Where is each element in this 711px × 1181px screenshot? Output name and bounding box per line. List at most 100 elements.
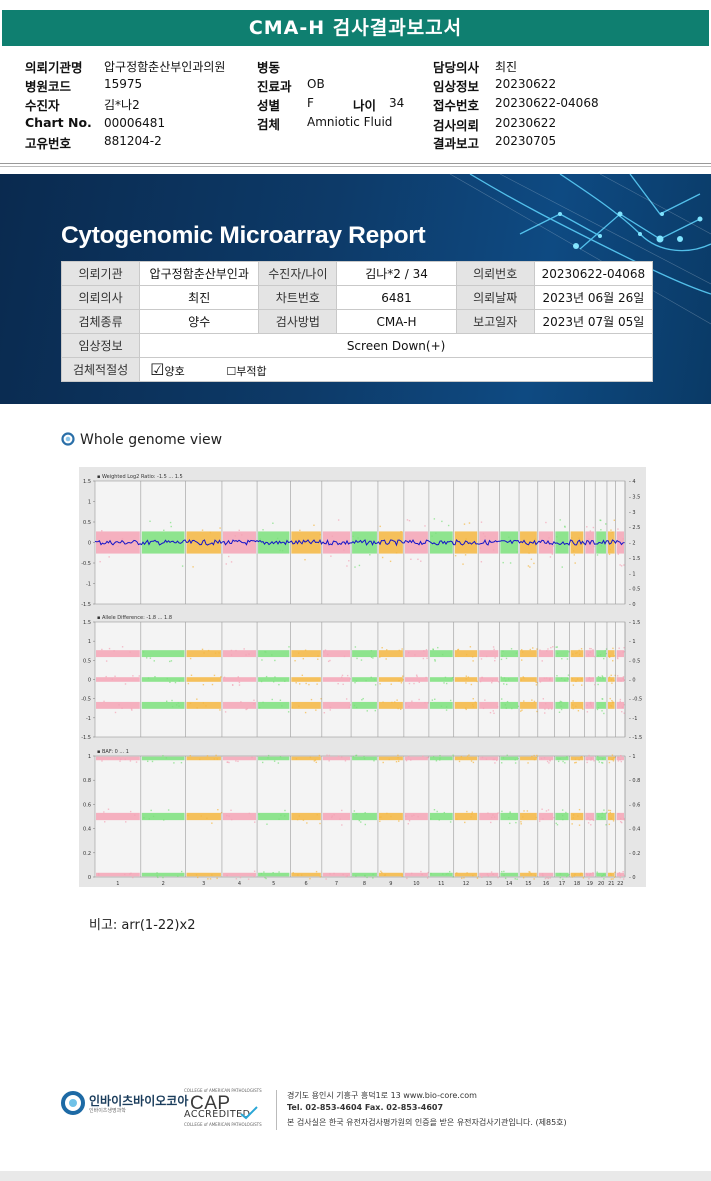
allele-diff-panel-left-tick: 0 [88,678,91,684]
meta-key: 검사방법 [258,309,338,334]
data-point [604,523,607,525]
data-point [272,681,275,683]
data-point [134,814,136,816]
data-point [510,648,513,650]
data-band [352,872,377,877]
data-point [580,678,583,680]
data-point [379,820,381,823]
data-point [308,683,310,686]
data-point [472,660,474,662]
data-point [263,871,265,873]
data-point [201,529,204,531]
data-band [454,650,478,658]
data-point [600,519,602,522]
data-band [352,650,377,658]
data-point [528,552,530,554]
data-point [211,683,214,686]
data-point [190,674,193,676]
data-band [404,812,428,821]
data-point [536,681,538,684]
allele-diff-panel-left-tick: -1.5 [81,735,91,741]
data-point [603,657,605,660]
data-point [509,822,511,825]
data-point [622,538,624,540]
data-point [279,549,281,552]
data-point [180,870,183,873]
data-point [605,648,608,650]
data-point [597,654,599,657]
data-point [458,760,461,763]
data-point [574,758,577,760]
chromosome-label: 17 [559,881,565,887]
data-point [602,677,604,680]
data-point [623,564,625,566]
data-point [468,522,471,524]
meta-row: 검체적절성 ☑양호 ☐부적합 [60,357,653,382]
data-point [339,818,341,820]
genome-plot: ▪ Weighted Log2 Ratio: -1.5 ... 1.5 1.5 1 0… [79,467,646,887]
baf-panel-right-tick: - 0.6 [629,802,640,808]
data-band [538,650,554,658]
data-point [295,758,298,760]
data-point [565,876,568,878]
chromosome-label: 19 [587,881,593,887]
data-point [622,878,625,880]
data-point [169,660,171,663]
data-point [617,756,619,759]
data-band [570,701,584,709]
data-point [370,649,373,652]
data-point [433,518,436,520]
data-band [570,650,584,658]
data-point [385,658,387,660]
data-point [360,821,362,823]
data-point [612,542,615,544]
data-band [222,531,257,554]
data-point [610,529,612,531]
microarray-report-title: Cytogenomic Microarray Report [61,222,426,249]
data-point [509,538,512,541]
data-point [298,815,301,817]
data-point [548,537,550,539]
data-point [165,757,168,759]
data-point [509,562,512,564]
baf-panel-right-tick: - 1 [629,754,636,760]
data-point [401,648,403,650]
bottom-band [0,1171,711,1181]
meta-key: 보고일자 [455,309,535,334]
data-point [416,675,418,678]
data-band [404,701,428,709]
data-point [97,873,100,875]
data-point [228,555,230,558]
data-point [340,756,343,758]
data-point [372,873,374,876]
data-point [608,676,611,678]
data-point [253,875,256,878]
data-point [556,675,558,677]
data-point [278,871,280,873]
data-point [132,675,134,677]
data-point [358,819,361,822]
data-point [520,823,522,825]
data-point [623,819,626,821]
data-band [454,531,478,554]
data-point [150,809,152,812]
allele-diff-panel-left-tick: 1 [88,639,91,645]
data-point [539,681,542,683]
allele-diff-panel-left-tick: 0.5 [83,658,91,664]
data-point [442,873,444,875]
data-band [222,650,257,658]
data-band [96,756,140,761]
log2-panel-left-tick: -0.5 [81,561,91,567]
data-point [383,874,386,876]
data-point [337,682,339,685]
data-point [597,815,600,818]
data-point [425,676,427,679]
data-band [479,650,499,658]
report-banner: Cytogenomic Microarray Report 의뢰기관 압구정함춘… [0,174,711,404]
data-band [378,701,403,709]
data-point [463,877,465,879]
data-point [298,652,300,654]
data-point [618,647,620,649]
data-point [230,649,233,652]
data-point [613,876,616,878]
